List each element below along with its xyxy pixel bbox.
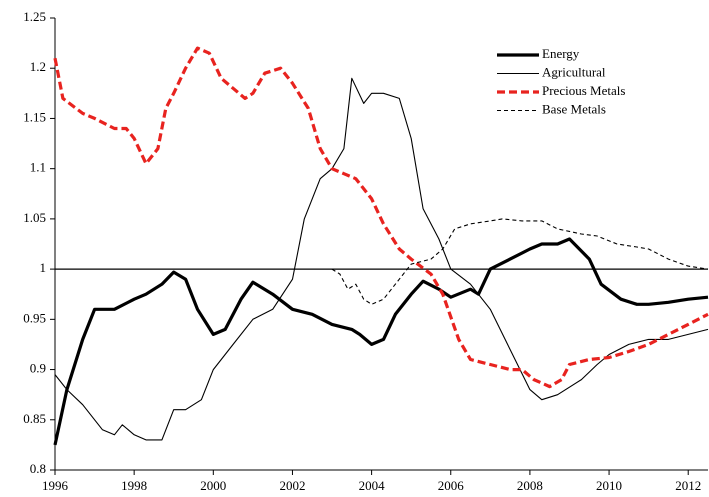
legend-label: Agricultural	[542, 64, 606, 79]
y-tick-label: 1.1	[30, 160, 46, 175]
y-tick-label: 1.2	[30, 59, 46, 74]
series-line	[53, 237, 709, 446]
legend-label: Base Metals	[542, 101, 606, 116]
x-tick-label: 2006	[438, 478, 465, 493]
y-tick-label: 1.05	[23, 210, 46, 225]
x-tick-label: 2004	[359, 478, 386, 493]
y-tick-label: 0.85	[23, 411, 46, 426]
x-tick-label: 1996	[42, 478, 69, 493]
y-tick-label: 1	[40, 260, 47, 275]
y-tick-label: 0.8	[30, 461, 46, 476]
y-tick-label: 0.9	[30, 361, 46, 376]
y-tick-label: 1.25	[23, 9, 46, 24]
series-line	[331, 218, 709, 305]
x-tick-label: 2000	[200, 478, 226, 493]
y-tick-label: 1.15	[23, 109, 46, 124]
series-line	[54, 77, 709, 441]
x-tick-label: 1998	[121, 478, 147, 493]
x-tick-label: 2010	[596, 478, 622, 493]
x-tick-label: 2002	[279, 478, 305, 493]
y-tick-label: 0.95	[23, 310, 46, 325]
x-tick-label: 2008	[517, 478, 543, 493]
x-tick-label: 2012	[675, 478, 701, 493]
series-line	[53, 46, 709, 389]
legend-label: Precious Metals	[542, 83, 625, 98]
legend-label: Energy	[542, 46, 580, 61]
